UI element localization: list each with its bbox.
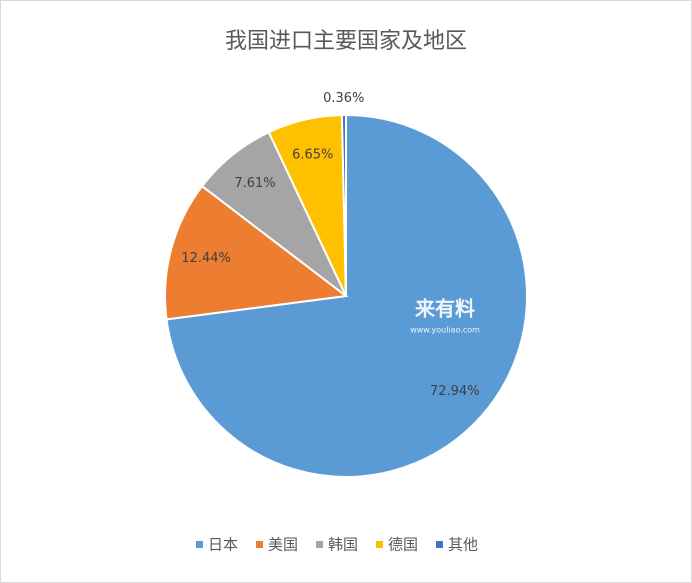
watermark: 来有料 xyxy=(414,297,475,321)
legend-swatch xyxy=(316,541,323,548)
legend-label: 日本 xyxy=(208,536,238,554)
legend-label: 美国 xyxy=(268,536,298,554)
data-label: 7.61% xyxy=(234,176,275,191)
legend-label: 韩国 xyxy=(328,536,358,554)
watermark: www.youliao.com xyxy=(410,326,480,335)
data-label: 6.65% xyxy=(292,148,333,163)
chart-title: 我国进口主要国家及地区 xyxy=(225,29,467,54)
data-label: 0.36% xyxy=(323,91,364,106)
pie-slice xyxy=(164,184,349,321)
legend-swatch xyxy=(256,541,263,548)
legend-label: 德国 xyxy=(388,536,418,554)
legend-swatch xyxy=(376,541,383,548)
data-label: 12.44% xyxy=(181,251,231,266)
legend-swatch xyxy=(436,541,443,548)
data-label: 72.94% xyxy=(430,384,480,399)
legend-label: 其他 xyxy=(448,536,478,554)
legend-swatch xyxy=(196,541,203,548)
pie-slice xyxy=(340,113,347,297)
